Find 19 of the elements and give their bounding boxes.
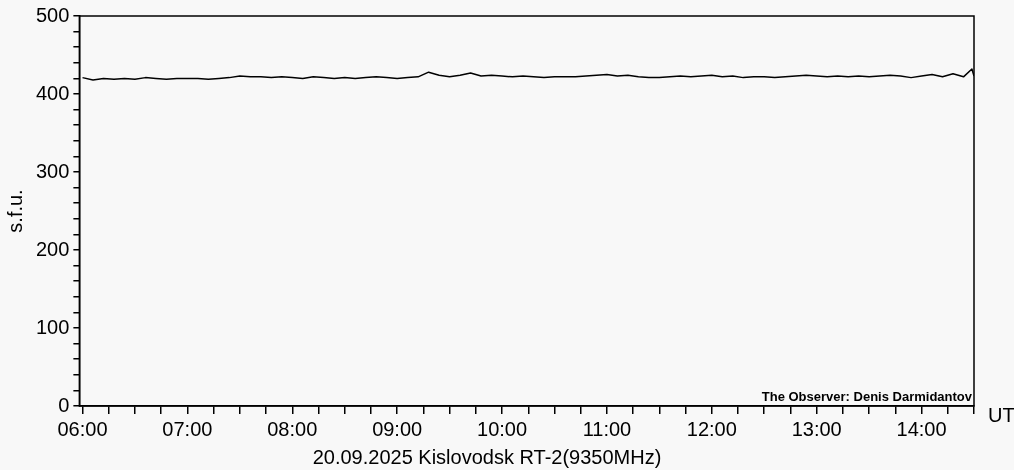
text: 20.09.2025 Kislovodsk RT-2(9350MHz) [312,445,662,468]
y-tick-label: 100 [35,315,70,338]
x-tick-label: 11:00 [582,417,632,440]
x-tick-label: 08:00 [267,417,318,440]
y-tick-label: 200 [35,237,70,260]
x-tick-label: 07:00 [162,417,213,440]
x-tick-label: 12:00 [686,417,737,440]
x-axis-title: UT [988,403,1014,426]
y-tick-label: 300 [35,159,70,182]
annotation: The Observer: Denis Darmidantov [761,389,973,405]
y-tick-label: 400 [35,81,70,104]
x-tick-label: 06:00 [57,417,108,440]
x-tick-label: 14:00 [896,417,947,440]
y-axis-title: s.f.u. [3,189,26,233]
x-tick-label: 13:00 [791,417,842,440]
x-tick-label: 10:00 [477,417,528,440]
y-tick-label: 500 [35,3,70,26]
y-tick-label: 0 [58,393,70,416]
x-tick-label: 09:00 [372,417,423,440]
